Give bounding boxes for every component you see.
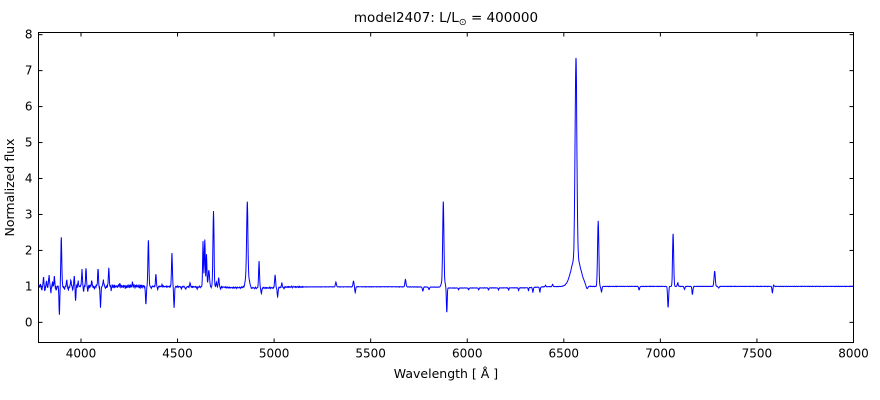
x-tick-label: 6500 — [549, 347, 580, 361]
x-axis-label: Wavelength [ Å ] — [394, 366, 498, 381]
y-tick-label: 5 — [25, 136, 33, 150]
plot-frame — [38, 32, 854, 343]
plot-border — [38, 32, 854, 343]
x-tick-label: 7000 — [645, 347, 676, 361]
y-tick-label: 8 — [25, 28, 33, 42]
x-tick-label: 5000 — [259, 347, 290, 361]
y-tick-label: 3 — [25, 207, 33, 221]
x-tick-label: 4500 — [162, 347, 193, 361]
chart-title: model2407: L/L⊙ = 400000 — [354, 10, 538, 28]
sun-symbol-subscript: ⊙ — [459, 17, 467, 28]
x-tick-label: 5500 — [355, 347, 386, 361]
x-tick-label: 7500 — [742, 347, 773, 361]
x-axis-ticks: 4000 4500 5000 5500 6000 6500 7000 7500 8000 — [66, 32, 869, 361]
y-tick-label: 7 — [25, 64, 33, 78]
y-tick-label: 6 — [25, 100, 33, 114]
x-tick-label: 8000 — [838, 347, 869, 361]
y-tick-label: 0 — [25, 315, 33, 329]
x-tick-label: 6000 — [452, 347, 483, 361]
spectrum-line — [38, 57, 854, 315]
x-tick-label: 4000 — [66, 347, 97, 361]
y-axis-label: Normalized flux — [2, 138, 17, 236]
y-tick-label: 2 — [25, 243, 33, 257]
y-tick-label: 1 — [25, 279, 33, 293]
y-tick-label: 4 — [25, 172, 33, 186]
